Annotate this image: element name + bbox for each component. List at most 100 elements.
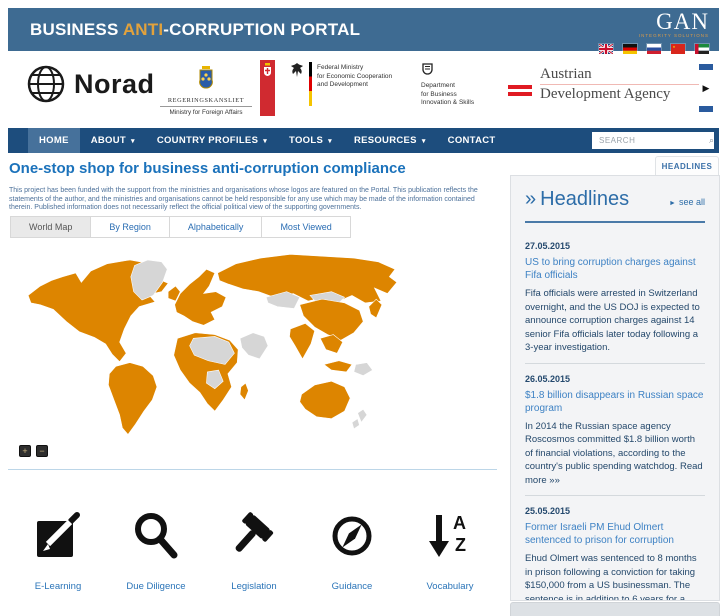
german-ministry-line2: for Economic Cooperation [317, 72, 393, 80]
minus-icon: − [39, 446, 45, 456]
tab-most-viewed[interactable]: Most Viewed [262, 217, 350, 237]
quick-link-label: Vocabulary [426, 581, 474, 592]
arabic-flag-icon[interactable] [695, 44, 709, 54]
map-zoom-in-button[interactable]: + [19, 445, 31, 457]
legislation-icon [229, 505, 279, 567]
tab-alphabetically[interactable]: Alphabetically [169, 217, 263, 237]
norad-logo[interactable]: Norad [26, 64, 155, 104]
headlines-divider [525, 221, 705, 223]
nav-item-contact[interactable]: CONTACT [437, 128, 507, 153]
headline-article: 25.05.2015 Former Israeli PM Ehud Olmert… [525, 495, 705, 601]
quick-link-guidance[interactable]: Guidance [303, 505, 401, 592]
vocabulary-icon: A Z [425, 505, 475, 567]
german-flag-icon[interactable] [623, 44, 637, 54]
quick-link-due-diligence[interactable]: Due Diligence [107, 505, 205, 592]
carousel-next-icon: ▶ [702, 82, 710, 93]
site-title: BUSINESS ANTI-CORRUPTION PORTAL [30, 20, 360, 40]
headline-article: 26.05.2015 $1.8 billion disappears in Ru… [525, 362, 705, 496]
chevron-down-icon: ▾ [328, 137, 332, 145]
article-headline-link[interactable]: Former Israeli PM Ehud Olmert sentenced … [525, 522, 674, 546]
german-ministry-text: Federal Ministry for Economic Cooperatio… [317, 62, 392, 106]
english-flag-icon[interactable] [599, 44, 613, 54]
tab-by-region[interactable]: By Region [91, 217, 170, 237]
sweden-crest-icon [199, 66, 213, 89]
uk-bis-text: Department for Business Innovation & Ski… [421, 80, 474, 108]
search-box: ⌕ [592, 132, 714, 149]
map-zoom-controls: + − [19, 445, 48, 457]
quick-link-elearning[interactable]: E-Learning [9, 505, 107, 592]
headlines-header: » Headlines ► see all [525, 188, 705, 211]
ada-line2: Development Agency [540, 86, 671, 102]
german-ministry-logo[interactable]: Federal Ministry for Economic Cooperatio… [289, 62, 392, 106]
gan-logo-text: GAN [656, 9, 709, 34]
uk-bis-line1: Department [421, 82, 455, 89]
double-chevron-icon: » [525, 188, 537, 210]
nav-label: COUNTRY PROFILES [156, 135, 259, 146]
article-body: Fifa officials were arrested in Switzerl… [525, 288, 700, 353]
nav-item-country-profiles[interactable]: COUNTRY PROFILES ▾ [146, 128, 278, 153]
uk-crest-icon [422, 63, 433, 75]
headlines-panel: » Headlines ► see all 27.05.2015 US to bri… [510, 175, 720, 601]
tab-world-map[interactable]: World Map [11, 217, 92, 237]
article-body: Ehud Olmert was sentenced to 8 months in… [525, 553, 697, 601]
sweden-mfa-logo[interactable]: REGERINGSKANSLIET Ministry for Foreign A… [160, 66, 252, 116]
due-diligence-icon [131, 505, 181, 567]
plus-icon: + [22, 446, 28, 456]
quick-link-vocabulary[interactable]: A Z Vocabulary [401, 505, 499, 592]
see-all-label: see all [678, 197, 705, 207]
next-widget-edge [510, 602, 720, 616]
world-map[interactable] [9, 245, 499, 441]
quick-link-label: Legislation [231, 581, 277, 592]
nav-item-tools[interactable]: TOOLS ▾ [278, 128, 343, 153]
section-divider [8, 469, 497, 470]
red-banner-logo[interactable] [260, 60, 275, 116]
headlines-tab[interactable]: HEADLINES [655, 156, 719, 176]
headlines-title-text: Headlines [540, 188, 630, 210]
search-input[interactable] [592, 136, 709, 145]
nav-item-resources[interactable]: RESOURCES ▾ [343, 128, 437, 153]
nav-item-about[interactable]: ABOUT ▾ [80, 128, 146, 153]
logo-carousel-next-button[interactable]: ▶ [699, 64, 713, 112]
funding-disclaimer: This project has been funded with the su… [9, 187, 478, 211]
norad-globe-icon [27, 65, 65, 103]
search-icon[interactable]: ⌕ [709, 135, 715, 145]
svg-text:A: A [453, 513, 466, 533]
chevron-down-icon: ▾ [130, 137, 135, 145]
nav-label: RESOURCES [353, 135, 417, 146]
nav-label: ABOUT [90, 135, 126, 146]
norad-logo-text: Norad [74, 68, 155, 99]
ada-bars-icon [508, 84, 532, 99]
elearning-icon [33, 505, 83, 567]
nav-item-home[interactable]: HOME [28, 128, 80, 153]
site-header: BUSINESS ANTI-CORRUPTION PORTAL GAN INTE… [8, 8, 719, 54]
german-eagle-icon [291, 63, 303, 77]
article-headline-link[interactable]: US to bring corruption charges against F… [525, 257, 696, 281]
ada-text: Austrian Development Agency [540, 66, 700, 103]
site-title-accent: ANTI [122, 20, 164, 39]
sweden-logo-line2: Ministry for Foreign Affairs [169, 109, 243, 116]
svg-text:Z: Z [455, 535, 466, 555]
quick-links: E-Learning Due Diligence [9, 505, 499, 592]
article-headline-link[interactable]: $1.8 billion disappears in Russian space… [525, 389, 704, 414]
headline-article: 27.05.2015 US to bring corruption charge… [525, 231, 705, 363]
map-view-tabs: World Map By Region Alphabetically Most … [10, 216, 351, 238]
quick-link-legislation[interactable]: Legislation [205, 505, 303, 592]
austrian-development-agency-logo[interactable]: Austrian Development Agency [508, 66, 700, 103]
uk-bis-logo[interactable]: Department for Business Innovation & Ski… [421, 62, 474, 108]
gan-logo[interactable]: GAN INTEGRITY SOLUTIONS [638, 9, 709, 38]
russian-flag-icon[interactable] [647, 44, 661, 54]
see-all-link[interactable]: ► see all [669, 197, 705, 207]
chinese-flag-icon[interactable] [671, 44, 685, 54]
world-map-svg [27, 254, 398, 435]
uk-bis-line2: for Business [421, 90, 457, 98]
gan-logo-tagline: INTEGRITY SOLUTIONS [638, 33, 709, 38]
chevron-down-icon: ▾ [263, 137, 268, 145]
nav-label: HOME [39, 135, 69, 146]
quick-link-label: Guidance [331, 581, 373, 592]
main-nav: HOME ABOUT ▾ COUNTRY PROFILES ▾ TOOLS ▾ RES… [8, 128, 719, 153]
site-title-pre: BUSINESS [30, 20, 123, 39]
site-title-post: -CORRUPTION PORTAL [163, 20, 361, 39]
article-date: 26.05.2015 [525, 373, 571, 384]
map-zoom-out-button[interactable]: − [36, 445, 48, 457]
